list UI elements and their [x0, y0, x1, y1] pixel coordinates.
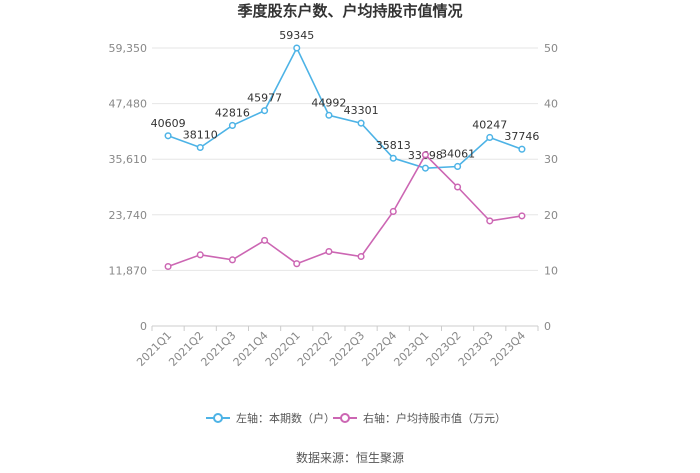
data-point [454, 183, 462, 191]
data-point [357, 252, 365, 261]
series-line-0 [167, 46, 523, 170]
data-point [325, 111, 333, 119]
x-tick-label: 2023Q4 [488, 329, 528, 369]
legend-marker-market-value [340, 413, 350, 423]
series-line-1 [167, 153, 523, 268]
data-point [518, 212, 526, 220]
right-tick-label: 50 [544, 42, 558, 55]
data-label: 40247 [472, 118, 507, 131]
data-label: 34061 [440, 147, 475, 160]
data-point [164, 132, 172, 140]
data-label: 44992 [311, 96, 346, 109]
data-label: 45977 [247, 92, 282, 105]
data-label: 38110 [183, 128, 218, 141]
data-point [421, 151, 429, 159]
left-tick-label: 23,740 [109, 209, 148, 222]
data-point [357, 119, 365, 127]
data-point [228, 256, 236, 264]
left-tick-label: 11,870 [109, 264, 148, 277]
data-point [293, 260, 301, 268]
right-tick-label: 40 [544, 98, 558, 111]
right-axis: 0 10 20 30 40 50 [544, 42, 558, 333]
data-point [454, 162, 462, 171]
right-tick-label: 10 [544, 264, 558, 277]
left-tick-label: 35,610 [109, 153, 148, 166]
legend-label-market-value: 右轴：户均持股市值（万元） [363, 411, 506, 425]
chart-title: 季度股东户数、户均持股市值情况 [237, 2, 462, 20]
legend-label-households: 左轴：本期数（户） [236, 411, 335, 425]
data-label: 40609 [151, 117, 186, 130]
data-point [486, 217, 494, 225]
data-point [486, 133, 494, 142]
data-label: 35813 [376, 139, 411, 152]
right-tick-label: 0 [544, 320, 551, 333]
data-label: 43301 [344, 104, 379, 117]
left-tick-label: 0 [140, 320, 147, 333]
data-point [389, 207, 397, 216]
data-source: 数据来源：恒生聚源 [296, 450, 404, 465]
data-point [261, 236, 269, 244]
x-axis: 2021Q12021Q22021Q32021Q42022Q12022Q22022… [134, 326, 539, 369]
legend: 左轴：本期数（户） 右轴：户均持股市值（万元） [206, 411, 506, 425]
data-point [293, 44, 301, 52]
data-point [228, 121, 236, 129]
data-point [164, 262, 172, 271]
left-tick-label: 59,350 [109, 42, 148, 55]
data-label: 37746 [504, 130, 539, 143]
data-point [389, 154, 397, 162]
grid [152, 47, 538, 327]
right-tick-label: 20 [544, 209, 558, 222]
legend-marker-households [213, 413, 223, 423]
data-label: 59345 [279, 29, 314, 42]
data-point [196, 143, 204, 152]
data-point [325, 247, 333, 256]
left-axis: 0 11,870 23,740 35,610 47,480 59,350 [109, 42, 148, 333]
left-tick-label: 47,480 [109, 98, 148, 111]
data-label: 42816 [215, 106, 250, 119]
data-point [196, 251, 204, 259]
data-point [518, 145, 526, 153]
right-tick-label: 30 [544, 153, 558, 166]
data-point [421, 164, 429, 172]
data-point [261, 107, 269, 115]
